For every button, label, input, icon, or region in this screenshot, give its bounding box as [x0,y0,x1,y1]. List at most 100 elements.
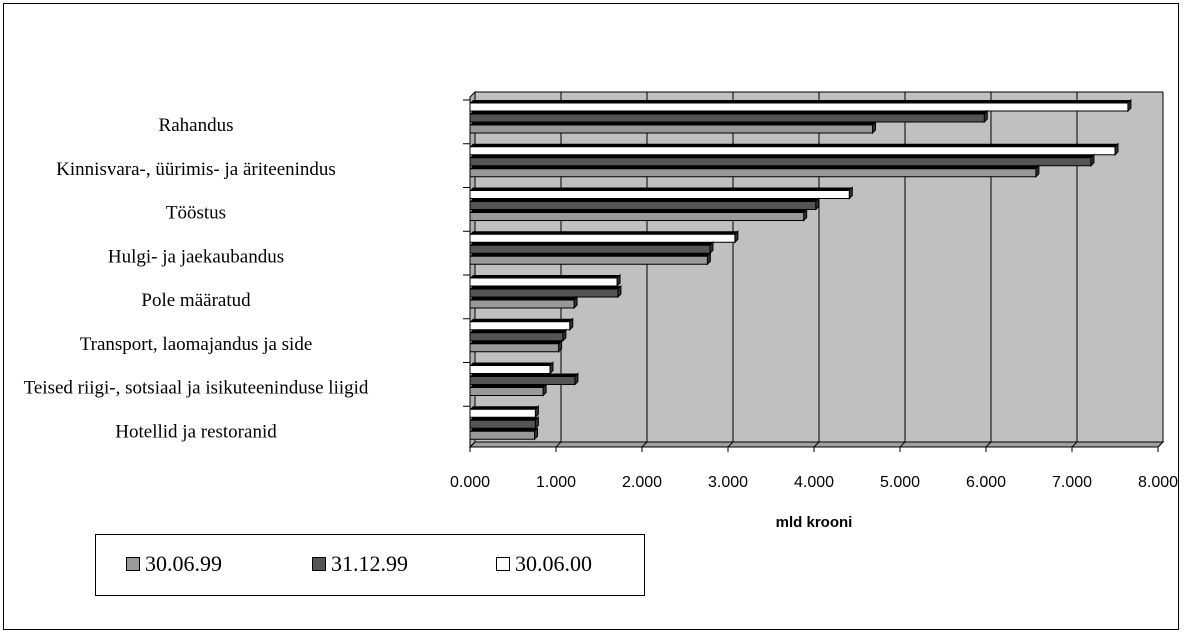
x-tick-label: 1.000 [536,474,576,491]
bar [469,142,1119,156]
bar-top [470,428,538,432]
legend: 30.06.99 31.12.99 30.06.00 [95,534,645,596]
bar [469,252,711,266]
gridline-floor [985,441,992,448]
bar-front [469,157,1092,167]
bar-top [470,231,738,235]
x-axis-title: mld krooni [776,514,853,531]
bar-front [469,376,576,385]
bar [469,241,714,255]
category-label: Kinnisvara-, üürimis- ja äriteenindus [56,159,336,180]
legend-swatch [496,557,510,571]
x-tick-label: 6.000 [966,474,1006,491]
bar-top [470,297,578,300]
category-label: Tööstus [166,203,226,224]
x-tick-label: 7.000 [1052,474,1092,491]
bar-front [469,244,711,254]
legend-item: 31.12.99 [312,551,408,576]
bar-top [470,362,553,366]
bar-front [469,201,817,210]
x-tick-label: 0.000 [450,474,490,491]
gridline-floor [1071,441,1078,448]
x-tick-label: 8.000 [1138,474,1178,491]
bar-top [470,100,1131,103]
bar-front [469,255,708,265]
x-tick-label: 5.000 [880,474,920,491]
bar [469,427,538,441]
category-label: Transport, laomajandus ja side [80,334,313,355]
bar-front [469,124,873,134]
legend-item: 30.06.00 [496,551,592,576]
legend-swatch [126,557,140,571]
bar [469,339,563,353]
bar-top [470,122,876,125]
bar [469,372,579,386]
bar-front [469,365,551,374]
bar-front [469,299,575,309]
bar [469,230,739,244]
bar-front [469,190,850,199]
bar-top [470,198,819,202]
legend-swatch [312,557,326,571]
bar [469,383,547,397]
bar-front [469,102,1129,112]
category-label: Hulgi- ja jaekaubandus [108,246,284,267]
bar-front [469,288,619,298]
bar [469,361,554,375]
bar-front [469,408,536,418]
bar-front [469,212,805,221]
category-label: Hotellid ja restoranid [115,421,277,442]
bar-front [469,387,544,396]
legend-label: 30.06.99 [145,551,222,576]
bar [469,153,1095,167]
category-label: Rahandus [159,115,234,136]
bar-top [470,187,853,191]
plot-area [470,92,1163,447]
bar-top [470,154,1094,158]
bar-front [469,113,985,123]
bar-top [470,340,562,344]
bar [469,405,539,419]
category-label: Teised riigi-, sotsiaal ja isikuteenindu… [24,378,369,399]
bar-front [469,168,1037,178]
bar [469,317,574,331]
bar [469,208,808,222]
bar-front [469,343,560,353]
bar-top [470,165,1039,169]
bar-top [470,384,547,388]
legend-item: 30.06.99 [126,551,222,576]
gridline-floor [555,441,562,448]
bar [469,186,853,200]
gridline-floor [813,441,820,448]
bar [469,284,622,299]
bar-top [470,253,711,257]
bar [469,328,567,342]
bar-front [469,430,535,440]
bar-front [469,332,564,342]
bar-front [469,419,536,429]
bar-top [470,373,578,377]
bar [469,120,876,135]
bar-top [470,329,566,333]
legend-label: 31.12.99 [331,551,408,576]
bar [469,273,621,288]
bar-front [469,146,1116,156]
gridline-floor [1157,441,1164,448]
bar-top [470,242,713,246]
bar [469,109,988,124]
bar [469,295,578,310]
x-tick-label: 3.000 [708,474,748,491]
chart-frame [3,3,1179,630]
category-label: Pole määratud [141,290,251,311]
bar [469,98,1132,113]
bar [469,197,820,211]
x-tick-label: 4.000 [794,474,834,491]
legend-label: 30.06.00 [515,551,592,576]
bar-top [470,406,539,410]
x-tick-label: 2.000 [622,474,662,491]
bar-top [470,209,807,213]
gridline-floor [899,441,906,448]
gridline-floor [727,441,734,448]
bar-top [470,111,988,114]
